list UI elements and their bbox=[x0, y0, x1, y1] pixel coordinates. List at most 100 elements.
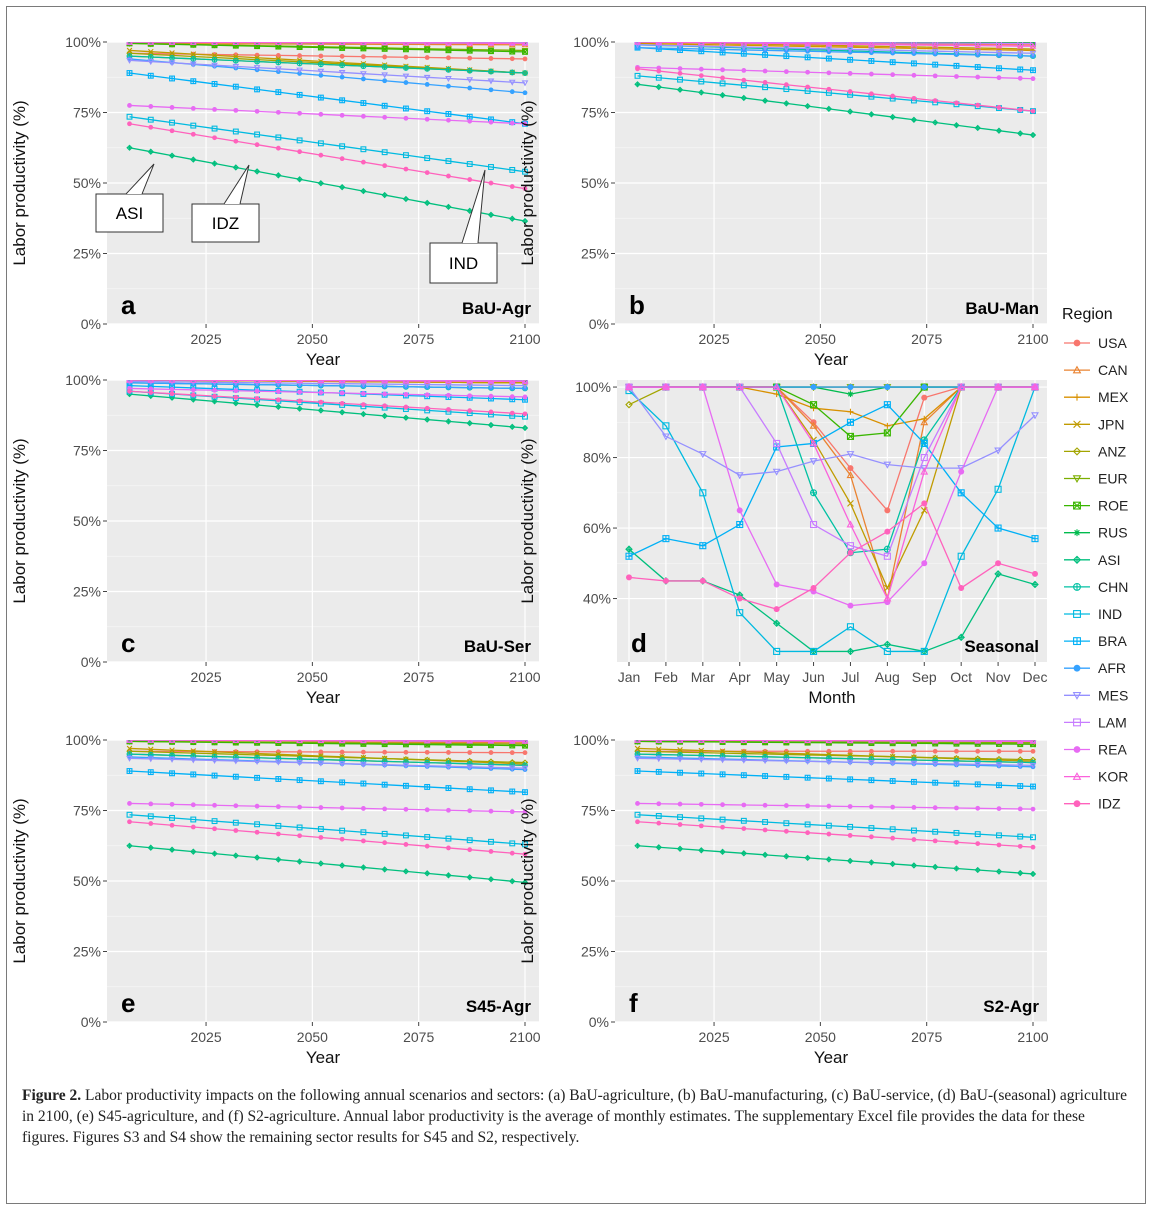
legend-item-chn: CHN bbox=[1064, 579, 1128, 595]
series-line bbox=[129, 42, 526, 45]
series-line bbox=[129, 42, 526, 46]
y-tick-label: 80% bbox=[583, 450, 611, 466]
y-tick-label: 0% bbox=[589, 316, 609, 332]
y-tick-label: 75% bbox=[73, 803, 101, 819]
series-mes bbox=[126, 755, 529, 772]
series-idz bbox=[635, 819, 1036, 850]
callout-idz: IDZ bbox=[191, 164, 260, 243]
series-line bbox=[129, 740, 526, 743]
x-axis-title: Year bbox=[306, 350, 341, 369]
series-line bbox=[129, 104, 526, 125]
x-axis-title: Month bbox=[808, 688, 855, 707]
y-tick-label: 75% bbox=[581, 105, 609, 121]
y-axis-title: Labor productivity (%) bbox=[10, 100, 29, 265]
x-tick-label: Apr bbox=[729, 669, 751, 685]
x-tick-label: 2025 bbox=[190, 669, 221, 685]
series-line bbox=[129, 42, 526, 53]
y-tick-label: 100% bbox=[65, 732, 101, 748]
series-rea bbox=[127, 801, 528, 815]
panel-title: S2-Agr bbox=[983, 997, 1039, 1016]
panel-title: S45-Agr bbox=[466, 997, 532, 1016]
series-ind bbox=[126, 811, 528, 848]
y-axis-title: Labor productivity (%) bbox=[10, 438, 29, 603]
legend-item-rea: REA bbox=[1064, 742, 1127, 758]
series-line bbox=[637, 845, 1034, 875]
series-asi bbox=[126, 390, 529, 432]
svg-text:AFR: AFR bbox=[1098, 660, 1126, 676]
series-ind bbox=[634, 72, 1036, 115]
panel-b: 0% 25% 50% 75% 100% 2025 2050 2075 2100 Year Labor… bbox=[518, 34, 1049, 369]
series-line bbox=[637, 770, 1034, 788]
legend-item-ind: IND bbox=[1064, 606, 1122, 622]
svg-text:REA: REA bbox=[1098, 742, 1127, 758]
series-line bbox=[637, 46, 1034, 71]
y-tick-label: 0% bbox=[81, 1014, 101, 1030]
panel-e: 0% 25% 50% 75% 100% 2025 2050 2075 2100 Year Labor… bbox=[10, 732, 541, 1067]
series-kor bbox=[126, 740, 529, 744]
legend-item-rus: RUS bbox=[1064, 525, 1128, 541]
svg-text:IND: IND bbox=[1098, 606, 1122, 622]
y-tick-label: 100% bbox=[65, 372, 101, 388]
series-roe bbox=[126, 42, 528, 55]
x-axis-title: Year bbox=[814, 350, 849, 369]
plot-background bbox=[617, 380, 1047, 662]
series-line bbox=[637, 802, 1034, 810]
y-tick-label: 0% bbox=[81, 654, 101, 670]
x-tick-label: 2075 bbox=[403, 669, 434, 685]
svg-text:ANZ: ANZ bbox=[1098, 443, 1126, 459]
x-tick-label: 2075 bbox=[911, 331, 942, 347]
panel-letter: a bbox=[121, 290, 136, 320]
x-tick-label: Sep bbox=[912, 669, 937, 685]
series-line bbox=[637, 750, 1034, 761]
legend-item-afr: AFR bbox=[1064, 660, 1126, 676]
legend-item-eur: EUR bbox=[1064, 471, 1128, 487]
svg-text:CAN: CAN bbox=[1098, 362, 1128, 378]
y-axis-title: Labor productivity (%) bbox=[518, 798, 537, 963]
svg-text:IND: IND bbox=[449, 254, 478, 273]
x-tick-label: 2025 bbox=[190, 331, 221, 347]
x-tick-label: 2050 bbox=[297, 331, 328, 347]
series-mes bbox=[625, 384, 1039, 480]
series-line bbox=[637, 46, 1034, 57]
series-line bbox=[637, 44, 1034, 54]
svg-text:CHN: CHN bbox=[1098, 579, 1128, 595]
panel-letter: c bbox=[121, 628, 135, 658]
x-tick-label: Aug bbox=[875, 669, 900, 685]
x-tick-label: 2025 bbox=[698, 1029, 729, 1045]
series-asi bbox=[634, 842, 1037, 878]
legend-title: Region bbox=[1062, 306, 1113, 323]
series-line bbox=[637, 42, 1034, 52]
x-tick-label: 2050 bbox=[297, 669, 328, 685]
y-axis-title: Labor productivity (%) bbox=[518, 100, 537, 265]
y-axis-title: Labor productivity (%) bbox=[10, 798, 29, 963]
series-line bbox=[129, 750, 526, 764]
y-tick-label: 0% bbox=[589, 1014, 609, 1030]
series-line bbox=[129, 821, 526, 855]
series-line bbox=[637, 740, 1034, 745]
series-line bbox=[637, 740, 1034, 743]
svg-text:EUR: EUR bbox=[1098, 471, 1128, 487]
series-line bbox=[637, 75, 1034, 112]
svg-text:LAM: LAM bbox=[1098, 714, 1127, 730]
series-line bbox=[628, 386, 1036, 476]
svg-text:BRA: BRA bbox=[1098, 633, 1127, 649]
series-line bbox=[129, 814, 526, 845]
x-tick-label: 2050 bbox=[297, 1029, 328, 1045]
series-ind bbox=[126, 113, 528, 175]
legend-item-usa: USA bbox=[1064, 335, 1127, 351]
series-line bbox=[129, 147, 526, 222]
figure-caption: Figure 2. Labor productivity impacts on … bbox=[22, 1085, 1132, 1148]
y-axis-title: Labor productivity (%) bbox=[518, 438, 537, 603]
legend-item-idz: IDZ bbox=[1064, 796, 1121, 812]
x-axis-title: Year bbox=[814, 1048, 849, 1067]
series-asi bbox=[126, 144, 529, 225]
legend-item-asi: ASI bbox=[1064, 552, 1121, 568]
figure-plots: 0% 25% 50% 75% 100% 2025 2050 2075 2100 Year Labor… bbox=[10, 34, 1129, 1067]
y-tick-label: 25% bbox=[581, 944, 609, 960]
y-tick-label: 50% bbox=[73, 873, 101, 889]
y-tick-label: 75% bbox=[581, 803, 609, 819]
legend-item-mes: MES bbox=[1064, 687, 1128, 703]
series-anz bbox=[634, 748, 1037, 763]
series-bra bbox=[625, 401, 1039, 560]
series-line bbox=[129, 382, 526, 390]
